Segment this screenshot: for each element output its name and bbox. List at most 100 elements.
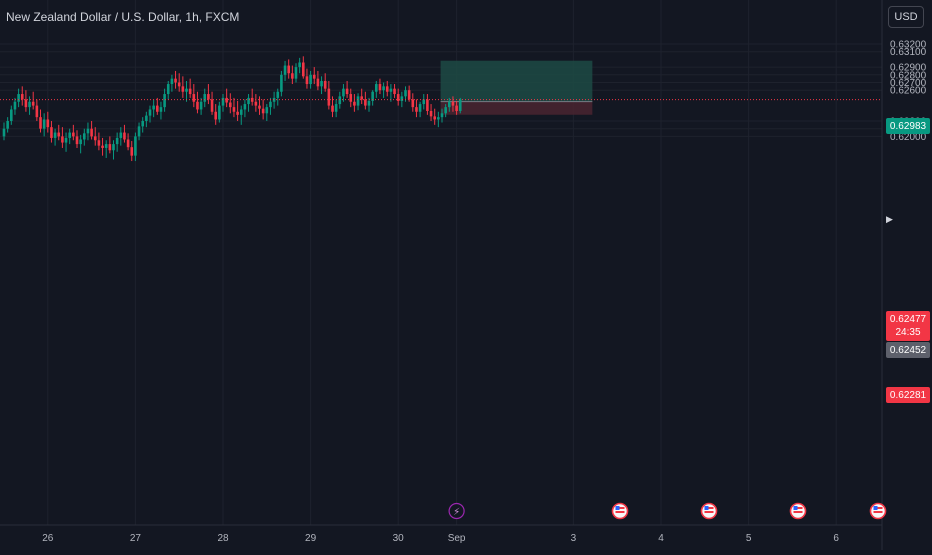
candle-body: [24, 99, 28, 108]
candle-body: [28, 101, 31, 108]
symbol-title: New Zealand Dollar / U.S. Dollar, 1h, FX…: [6, 10, 240, 24]
candle-body: [298, 62, 301, 68]
candle-body: [371, 91, 374, 101]
candle-body: [214, 111, 217, 120]
flag-canton: [704, 506, 709, 510]
candle-body: [13, 101, 17, 110]
candle-body: [17, 94, 20, 102]
candle-body: [145, 115, 148, 121]
candle-body: [455, 105, 458, 111]
candle-body: [166, 84, 170, 95]
candle-body: [192, 94, 196, 102]
candle-body: [312, 74, 316, 79]
candle-body: [10, 109, 13, 121]
candle-body: [177, 82, 181, 87]
candle-body: [134, 136, 137, 156]
candle-body: [254, 101, 258, 106]
candle-body: [218, 105, 221, 120]
candle-body: [57, 132, 61, 137]
candle-body: [39, 117, 42, 129]
time-tick-label: 26: [42, 533, 54, 544]
candle-body: [396, 94, 400, 101]
candle-body: [444, 107, 447, 114]
lightning-icon: ⚡: [453, 507, 460, 518]
candle-body: [42, 119, 46, 129]
candle-body: [20, 94, 24, 100]
candle-body: [31, 101, 35, 106]
candle-body: [243, 104, 247, 110]
candle-body: [35, 105, 39, 118]
candle-body: [93, 136, 97, 141]
candle-body: [207, 94, 210, 100]
candle-body: [407, 90, 411, 100]
candle-body: [291, 73, 294, 79]
candle-body: [302, 62, 305, 77]
candle-body: [72, 132, 75, 137]
candle-body: [276, 91, 280, 98]
candle-body: [404, 90, 407, 97]
candle-body: [265, 107, 269, 114]
time-tick-label: 4: [658, 533, 664, 544]
candle-body: [338, 96, 342, 105]
flag-stripe: [793, 507, 803, 509]
candle-body: [247, 97, 250, 105]
candle-body: [181, 86, 185, 92]
candle-body: [448, 101, 451, 108]
candle-body: [269, 101, 272, 108]
candle-body: [458, 99, 462, 111]
candle-body: [137, 126, 141, 137]
flag-stripe: [793, 511, 803, 513]
candle-body: [90, 128, 93, 137]
candle-body: [64, 137, 68, 143]
scroll-right-icon[interactable]: ▶: [886, 214, 893, 224]
candle-body: [280, 74, 283, 92]
candle-body: [272, 97, 276, 102]
candle-body: [112, 144, 115, 151]
candle-body: [437, 117, 440, 120]
candle-body: [86, 128, 90, 134]
candle-body: [305, 76, 309, 85]
stop-price-tag: 0.62281: [886, 387, 930, 403]
target-zone: [440, 60, 593, 102]
candle-body: [101, 145, 104, 148]
candle-body: [68, 132, 71, 138]
candle-body: [393, 88, 396, 95]
candle-body: [375, 84, 378, 92]
price-tick-label: 0.63200: [890, 40, 927, 51]
candle-body: [115, 137, 119, 145]
price-tick-label: 0.62700: [890, 78, 927, 89]
candle-body: [159, 107, 163, 112]
time-tick-label: 28: [217, 533, 229, 544]
candle-body: [334, 104, 338, 112]
flag-stripe: [615, 507, 625, 509]
candle-body: [2, 128, 6, 137]
candle-body: [385, 86, 389, 92]
candle-body: [185, 88, 188, 92]
price-tick-label: 0.62000: [890, 132, 927, 143]
candle-body: [97, 140, 101, 146]
candle-body: [389, 88, 393, 92]
candle-body: [287, 65, 290, 74]
currency-button[interactable]: USD: [888, 6, 924, 28]
candle-body: [433, 116, 436, 120]
candle-body: [6, 121, 9, 129]
time-tick-label: 3: [571, 533, 577, 544]
candle-body: [75, 136, 79, 145]
candle-body: [331, 105, 334, 112]
price-tick-label: 0.62800: [890, 70, 927, 81]
candle-body: [130, 147, 134, 156]
candle-body: [236, 111, 239, 115]
stop-zone: [440, 101, 593, 115]
candle-body: [342, 88, 345, 97]
candle-body: [364, 99, 367, 106]
candle-body: [170, 78, 174, 85]
candle-body: [203, 94, 207, 102]
time-tick-label: 6: [833, 533, 839, 544]
candle-body: [229, 102, 232, 108]
candle-body: [323, 80, 327, 89]
candle-body: [232, 107, 236, 112]
flag-stripe: [704, 511, 714, 513]
price-tick-label: 0.62600: [890, 86, 927, 97]
